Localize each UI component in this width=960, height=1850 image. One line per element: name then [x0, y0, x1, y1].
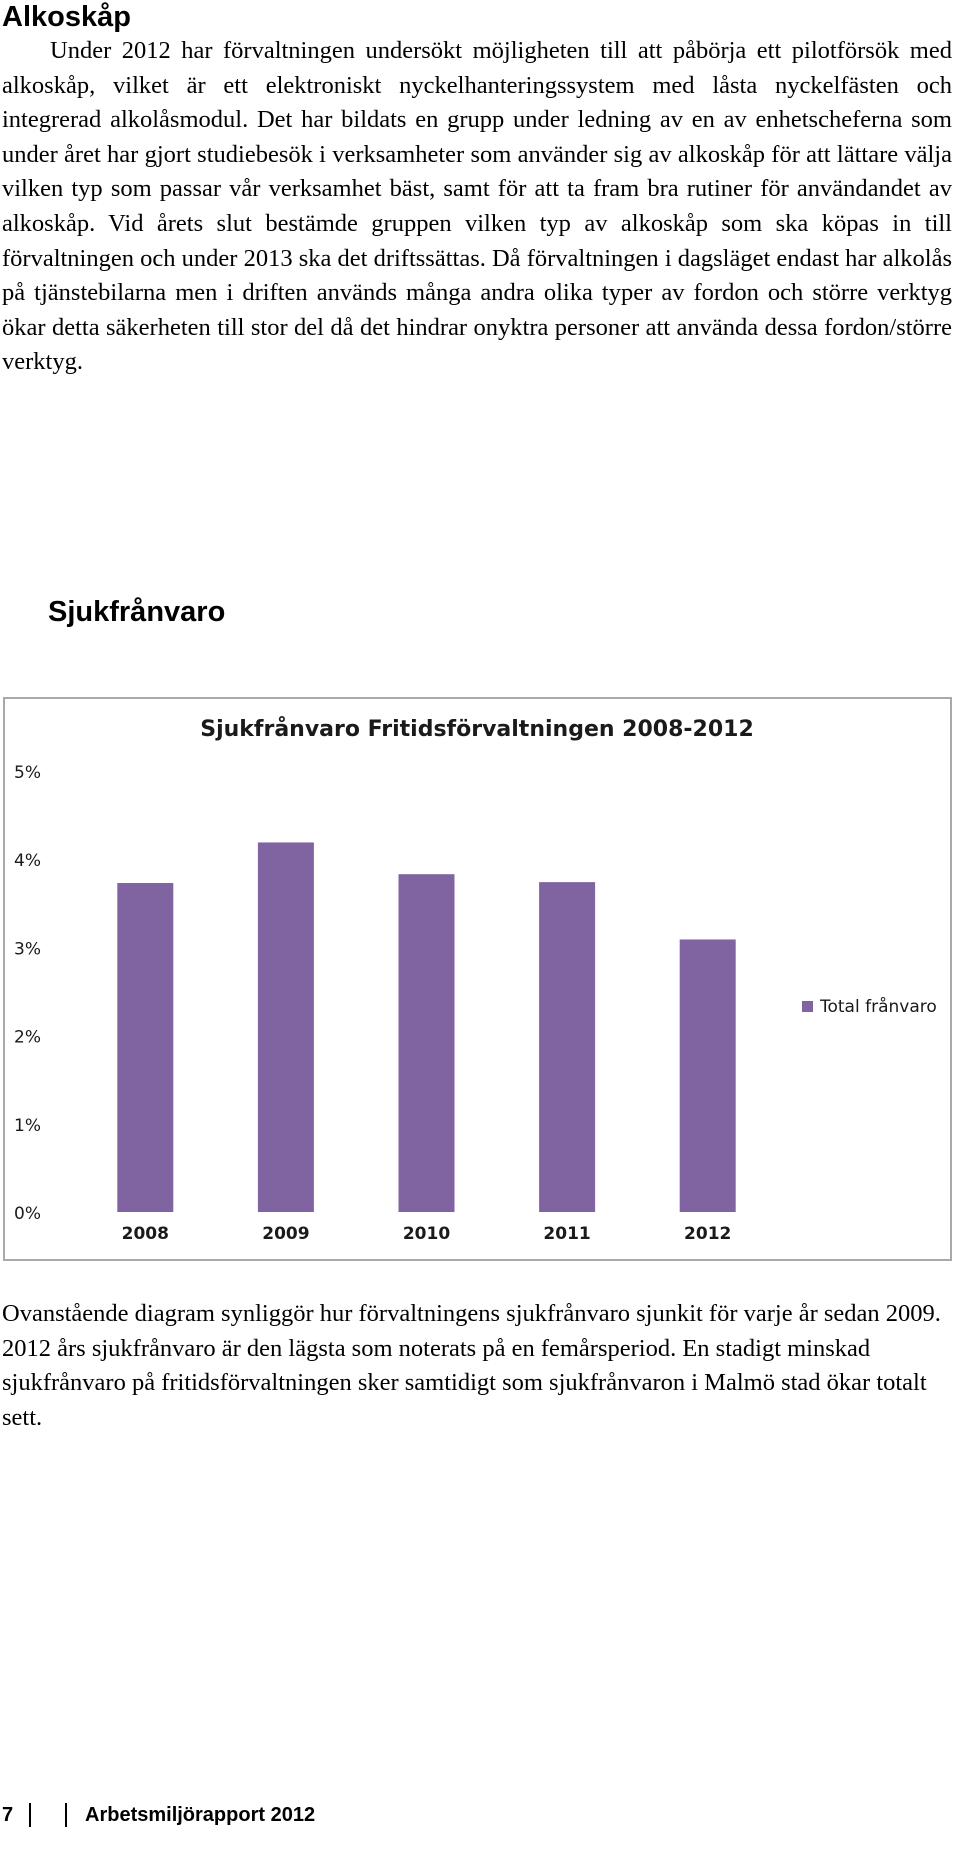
y-tick-label: 3% — [14, 939, 41, 959]
chart-frame: Sjukfrånvaro Fritidsförvaltningen 2008-2… — [3, 697, 952, 1261]
footer-divider — [29, 1803, 31, 1827]
chart-title: Sjukfrånvaro Fritidsförvaltningen 2008-2… — [200, 716, 754, 742]
bar-2008 — [117, 883, 174, 1212]
x-tick-label: 2011 — [543, 1224, 590, 1244]
paragraph-sjukfranvaro: Ovanstående diagram synliggör hur förval… — [2, 1300, 941, 1431]
sick-leave-chart: Sjukfrånvaro Fritidsförvaltningen 2008-2… — [14, 716, 937, 1244]
legend-label: Total frånvaro — [819, 996, 937, 1017]
y-tick-label: 1% — [14, 1116, 41, 1136]
y-tick-label: 0% — [14, 1204, 41, 1224]
x-tick-label: 2010 — [403, 1224, 450, 1244]
legend-swatch — [802, 1001, 813, 1012]
bar-2012 — [679, 939, 736, 1212]
y-tick-label: 2% — [14, 1028, 41, 1048]
heading-sjukfranvaro: Sjukfrånvaro — [48, 596, 226, 628]
page-footer: 7 Arbetsmiljörapport 2012 — [0, 1799, 960, 1829]
bar-2011 — [539, 882, 596, 1212]
x-tick-label: 2012 — [684, 1224, 731, 1244]
bar-2010 — [398, 874, 455, 1212]
page-number: 7 — [2, 1804, 14, 1826]
y-tick-label: 4% — [14, 851, 41, 871]
bar-2009 — [257, 842, 314, 1212]
footer-divider — [65, 1803, 67, 1827]
x-tick-label: 2008 — [122, 1224, 169, 1244]
y-tick-label: 5% — [14, 763, 41, 783]
footer-title: Arbetsmiljörapport 2012 — [85, 1804, 316, 1826]
x-tick-label: 2009 — [262, 1224, 309, 1244]
paragraph-alkoskap: Under 2012 har förvaltningen undersökt m… — [2, 37, 952, 376]
heading-alkoskap: Alkoskåp — [2, 1, 131, 33]
